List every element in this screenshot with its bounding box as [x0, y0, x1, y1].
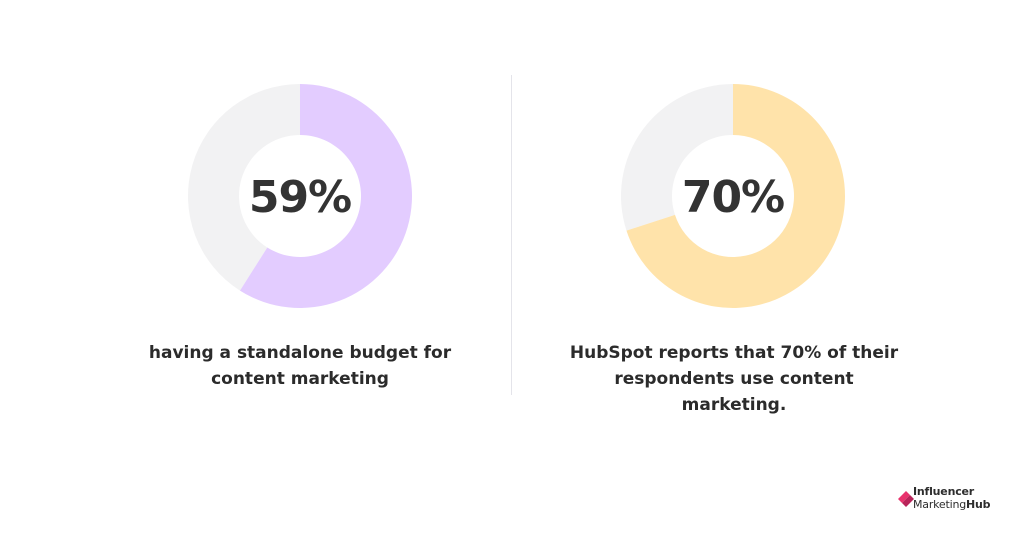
caption-line: having a standalone budget for — [148, 343, 452, 363]
chart-panel-left: 59% having a standalone budget for conte… — [130, 84, 470, 392]
caption-line: content marketing — [211, 369, 389, 389]
donut-chart-hubspot: 70% — [621, 84, 845, 308]
influencer-marketing-hub-logo: Influencer MarketingHub — [898, 485, 1008, 513]
donut-center-label: 70% — [682, 172, 784, 223]
caption-standalone-budget: having a standalone budget for content m… — [130, 340, 470, 392]
brand-diamond-icon — [898, 491, 914, 507]
donut-center-label: 59% — [249, 172, 351, 223]
donut-slice-value — [239, 84, 412, 308]
caption-line: respondents use content marketing. — [614, 369, 854, 415]
donut-chart-standalone-budget: 59% — [187, 84, 412, 308]
brand-line2-b: Hub — [966, 498, 991, 511]
brand-line2-a: Marketing — [913, 498, 967, 511]
donut-slice-remainder — [187, 84, 300, 291]
donut-slice-remainder — [621, 84, 733, 231]
caption-line: HubSpot reports that 70% of their — [569, 343, 899, 363]
donut-slice-value — [626, 84, 845, 308]
brand-line2: MarketingHub — [913, 498, 991, 511]
brand-line1: Influencer — [913, 485, 975, 498]
panel-divider — [511, 75, 512, 395]
chart-panel-right: 70% HubSpot reports that 70% of their re… — [512, 0, 1024, 536]
caption-hubspot: HubSpot reports that 70% of their respon… — [564, 340, 904, 418]
brand-wordmark: Influencer MarketingHub — [913, 485, 991, 511]
